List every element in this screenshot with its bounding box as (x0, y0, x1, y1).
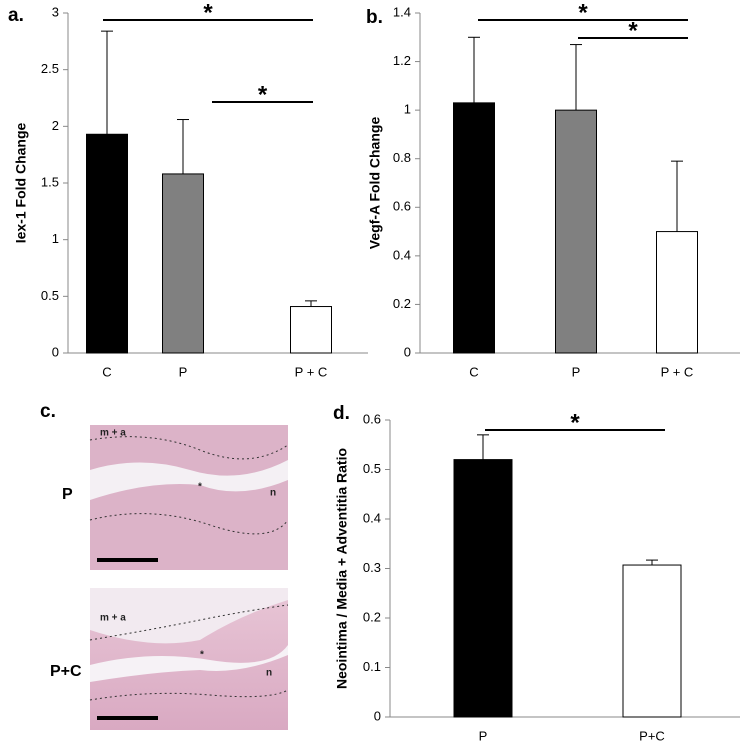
y-tick-label: 0.3 (363, 560, 381, 575)
y-tick-label: 0 (374, 708, 381, 723)
y-tick-label: 1 (404, 102, 411, 117)
histology-image (90, 425, 288, 570)
y-tick-label: 0 (404, 344, 411, 359)
x-tick-label: C (102, 364, 111, 379)
y-tick-label: 1.2 (393, 53, 411, 68)
y-tick-label: 1.5 (41, 174, 59, 189)
significance-label: * (203, 0, 213, 26)
y-tick-label: 0.8 (393, 150, 411, 165)
bar (162, 173, 204, 354)
y-tick-label: 0 (52, 344, 59, 359)
y-axis-label: Vegf-A Fold Change (367, 117, 383, 250)
bar (86, 133, 128, 354)
image-annotation: n (270, 488, 276, 499)
lumen (90, 460, 288, 500)
bar (555, 109, 597, 354)
lumen (90, 645, 288, 682)
y-tick-label: 0.4 (363, 510, 381, 525)
y-tick-label: 1 (52, 231, 59, 246)
x-tick-label: P + C (295, 364, 328, 379)
image-annotation: m + a (100, 613, 126, 624)
significance-label: * (570, 409, 580, 436)
significance-label: * (578, 0, 588, 26)
significance-label: * (258, 81, 268, 108)
boundary (89, 604, 289, 641)
image-annotation: n (266, 668, 272, 679)
y-tick-label: 0.5 (363, 461, 381, 476)
x-tick-label: P (572, 364, 581, 379)
y-tick-label: 0.6 (363, 411, 381, 426)
x-tick-label: P (179, 364, 188, 379)
y-axis-label: Neointima / Media + Adventitia Ratio (334, 448, 350, 689)
bar (656, 231, 698, 354)
significance-label: * (628, 17, 638, 44)
y-tick-label: 0.2 (363, 609, 381, 624)
y-tick-label: 1.4 (393, 4, 411, 19)
panel-label: c. (40, 401, 56, 422)
x-tick-label: P + C (661, 364, 694, 379)
lumen (90, 588, 288, 644)
histology-panel: c. P P+C m + a * n m + a * n (40, 401, 289, 730)
x-tick-label: P (479, 728, 488, 743)
image-label: P (62, 486, 73, 503)
panel-label: b. (366, 7, 383, 28)
boundary (89, 689, 289, 701)
y-tick-label: 3 (52, 4, 59, 19)
y-tick-label: 2.5 (41, 61, 59, 76)
y-tick-label: 0.4 (393, 247, 411, 262)
bar (290, 306, 332, 354)
bar (622, 564, 682, 718)
panel-label: a. (8, 5, 24, 26)
y-tick-label: 0.5 (41, 288, 59, 303)
image-annotation: * (200, 650, 204, 661)
image-label: P+C (50, 663, 82, 680)
x-tick-label: C (469, 364, 478, 379)
image-annotation: * (198, 482, 202, 493)
y-tick-label: 2 (52, 118, 59, 133)
bar (453, 102, 495, 354)
x-tick-label: P+C (639, 728, 665, 743)
y-tick-label: 0.2 (393, 296, 411, 311)
boundary (89, 436, 289, 460)
boundary (89, 513, 289, 535)
image-annotation: m + a (100, 428, 126, 439)
y-axis-label: Iex-1 Fold Change (13, 123, 29, 244)
bar (453, 459, 513, 718)
y-tick-label: 0.1 (363, 659, 381, 674)
panel-label: d. (333, 403, 350, 424)
y-tick-label: 0.6 (393, 199, 411, 214)
